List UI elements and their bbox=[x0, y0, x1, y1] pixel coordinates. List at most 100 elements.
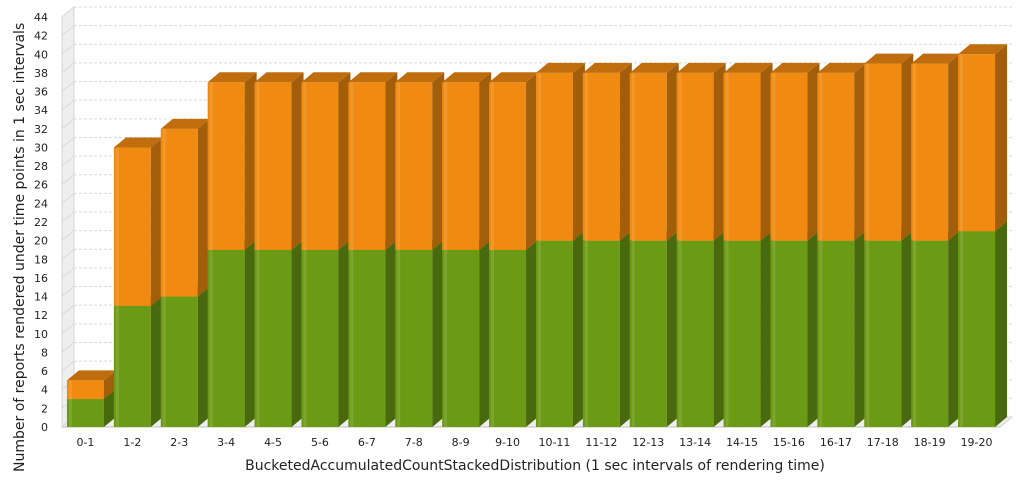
bar-stack-1-2 bbox=[113, 137, 163, 427]
bar-top bbox=[535, 62, 585, 73]
bar-highlight bbox=[397, 249, 401, 427]
bar-front bbox=[254, 249, 292, 427]
bar-stack-0-1 bbox=[66, 370, 116, 427]
bar-highlight bbox=[397, 82, 401, 250]
bar-side bbox=[479, 72, 492, 250]
bar-front bbox=[723, 240, 761, 427]
bar-top bbox=[582, 62, 632, 73]
bar-highlight bbox=[115, 147, 119, 306]
bar-segment-series-2 bbox=[535, 62, 585, 241]
bar-side bbox=[197, 286, 210, 427]
y-tick-label: 28 bbox=[34, 160, 48, 173]
bar-segment-series-1 bbox=[535, 230, 585, 427]
gridline-wall bbox=[61, 155, 75, 167]
gridline-wall bbox=[61, 62, 75, 74]
y-tick-label: 38 bbox=[34, 67, 48, 80]
x-tick-label: 14-15 bbox=[726, 436, 758, 449]
bar-side bbox=[901, 53, 914, 241]
bar-segment-series-1 bbox=[160, 286, 210, 427]
bar-segment-series-2 bbox=[864, 53, 914, 241]
bar-front bbox=[160, 296, 198, 427]
x-tick-label: 9-10 bbox=[495, 436, 520, 449]
bar-side bbox=[666, 230, 679, 427]
bar-front bbox=[864, 63, 902, 241]
gridline-wall bbox=[61, 6, 75, 18]
bar-highlight bbox=[960, 54, 964, 232]
bar-stack-9-10 bbox=[489, 72, 539, 427]
bar-side bbox=[854, 62, 867, 241]
bar-segment-series-1 bbox=[395, 239, 445, 427]
gridline-wall bbox=[61, 43, 75, 55]
bar-side bbox=[103, 389, 116, 427]
bar-highlight bbox=[631, 240, 635, 427]
y-tick-label: 12 bbox=[34, 309, 48, 322]
bar-side bbox=[526, 72, 539, 250]
bar-top bbox=[254, 72, 304, 83]
bar-top bbox=[770, 62, 820, 73]
bar-highlight bbox=[725, 240, 729, 427]
bar-top bbox=[66, 370, 116, 381]
bar-highlight bbox=[491, 249, 495, 427]
bar-front bbox=[348, 82, 386, 250]
y-tick-label: 8 bbox=[41, 346, 48, 359]
gridline-wall bbox=[61, 211, 75, 223]
bar-segment-series-1 bbox=[770, 230, 820, 427]
bar-segment-series-2 bbox=[489, 72, 539, 250]
bar-front bbox=[723, 72, 761, 241]
bar-stack-6-7 bbox=[348, 72, 398, 427]
bar-highlight bbox=[537, 240, 541, 427]
bar-segment-series-1 bbox=[207, 239, 257, 427]
bar-top bbox=[676, 62, 726, 73]
x-tick-label: 16-17 bbox=[820, 436, 852, 449]
bar-top bbox=[629, 62, 679, 73]
bar-front bbox=[770, 72, 808, 241]
bar-top bbox=[442, 72, 492, 83]
bar-highlight bbox=[631, 72, 635, 241]
bar-side bbox=[150, 295, 163, 427]
bar-segment-series-2 bbox=[113, 137, 163, 306]
bar-top bbox=[301, 72, 351, 83]
bar-side bbox=[619, 230, 632, 427]
bar-front bbox=[958, 54, 996, 232]
gridline-wall bbox=[61, 267, 75, 279]
bar-segment-series-2 bbox=[582, 62, 632, 241]
bar-top bbox=[958, 44, 1008, 55]
bar-side bbox=[479, 239, 492, 427]
bar-side bbox=[150, 137, 163, 306]
y-tick-label: 16 bbox=[34, 272, 48, 285]
bar-highlight bbox=[866, 63, 870, 241]
bar-segment-series-1 bbox=[676, 230, 726, 427]
y-tick-label: 4 bbox=[41, 384, 48, 397]
bar-segment-series-1 bbox=[489, 239, 539, 427]
bar-segment-series-2 bbox=[629, 62, 679, 241]
x-tick-label: 19-20 bbox=[961, 436, 993, 449]
bar-side bbox=[432, 239, 445, 427]
bar-side bbox=[291, 72, 304, 250]
bar-stack-18-19 bbox=[911, 53, 961, 427]
bar-side bbox=[948, 230, 961, 427]
bar-stack-2-3 bbox=[160, 118, 210, 427]
bar-side bbox=[901, 230, 914, 427]
bar-segment-series-2 bbox=[207, 72, 257, 250]
bar-front bbox=[489, 249, 527, 427]
bar-side bbox=[760, 62, 773, 241]
bar-front bbox=[535, 72, 573, 241]
y-tick-label: 2 bbox=[41, 402, 48, 415]
bar-highlight bbox=[209, 249, 213, 427]
x-tick-labels: 0-1 1-2 2-3 3-4 4-5 5-6 6-7 7-8 8-9 9-10 10-11 11-1… bbox=[76, 436, 992, 449]
bar-front bbox=[113, 147, 151, 306]
bar-stack-12-13 bbox=[629, 62, 679, 427]
bar-highlight bbox=[303, 249, 307, 427]
bar-front bbox=[582, 240, 620, 427]
gridline-wall bbox=[61, 137, 75, 148]
bar-segment-series-2 bbox=[348, 72, 398, 250]
bar-side bbox=[854, 230, 867, 427]
bar-highlight bbox=[772, 240, 776, 427]
x-tick-label: 18-19 bbox=[914, 436, 946, 449]
bar-front bbox=[676, 72, 714, 241]
y-tick-label: 0 bbox=[41, 421, 48, 434]
bar-front bbox=[958, 231, 996, 427]
bar-side bbox=[244, 239, 257, 427]
bar-top bbox=[207, 72, 257, 83]
